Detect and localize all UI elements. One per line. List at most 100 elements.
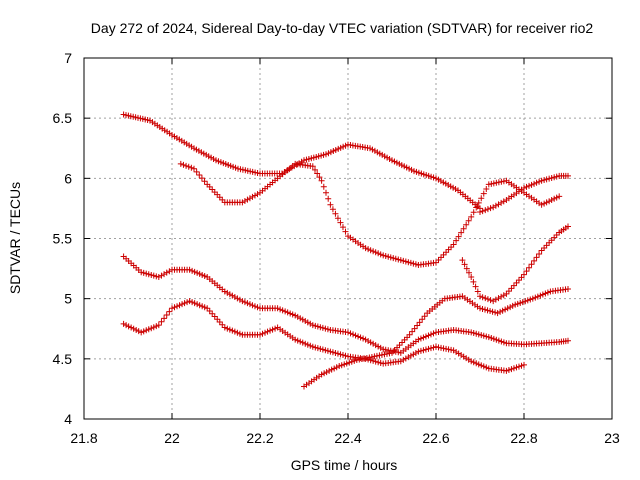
data-point [512, 301, 519, 308]
data-point [492, 296, 499, 303]
data-point [179, 301, 186, 308]
data-point [221, 288, 228, 295]
data-point [534, 293, 541, 300]
data-point [366, 354, 373, 361]
data-point [370, 248, 377, 255]
data-point [523, 183, 530, 190]
data-point [538, 177, 545, 184]
data-point [493, 336, 500, 343]
data-point [169, 305, 175, 312]
data-point [468, 274, 475, 281]
data-point [400, 257, 407, 264]
data-point [392, 255, 399, 262]
data-point [282, 308, 289, 315]
data-point [341, 361, 348, 368]
data-point [348, 358, 355, 365]
data-point [244, 300, 251, 307]
data-point [304, 319, 311, 326]
data-point [518, 362, 525, 369]
data-point [420, 347, 427, 354]
data-point [389, 349, 395, 356]
data-point [490, 298, 497, 305]
data-point [474, 288, 481, 295]
chart-title: Day 272 of 2024, Sidereal Day-to-day VTE… [91, 20, 594, 36]
data-point [515, 363, 522, 370]
data-point [375, 359, 382, 366]
data-point [458, 229, 465, 236]
data-point [332, 210, 339, 217]
data-point [177, 160, 184, 167]
data-point [478, 332, 485, 339]
data-point [502, 306, 509, 313]
x-tick-label: 21.8 [70, 430, 97, 446]
data-point [544, 289, 551, 296]
data-point [495, 295, 502, 302]
data-point [463, 221, 470, 228]
data-point [153, 273, 160, 280]
data-point [521, 361, 527, 368]
data-point [234, 329, 241, 336]
y-tick-label: 7 [64, 50, 72, 66]
y-axis: 4 4.5 5 5.5 6 6.5 7 [53, 50, 612, 427]
data-point [419, 316, 426, 323]
data-point [150, 272, 157, 279]
data-point [438, 254, 445, 261]
series-sat-c [477, 172, 571, 216]
data-point [477, 209, 483, 216]
data-point [183, 162, 190, 169]
data-point [367, 247, 374, 254]
data-point [249, 302, 256, 309]
data-point [331, 365, 338, 372]
data-point [546, 239, 553, 246]
data-point [194, 301, 201, 308]
data-point [133, 326, 140, 333]
data-point [435, 344, 442, 351]
data-point [484, 296, 491, 303]
data-point [412, 349, 419, 356]
data-point [186, 298, 193, 305]
data-point [517, 299, 524, 306]
data-point [206, 183, 213, 190]
data-point [396, 342, 403, 349]
y-tick-label: 5 [64, 291, 72, 307]
data-point [427, 331, 434, 338]
data-point [541, 200, 548, 207]
data-point [356, 356, 363, 363]
data-point [314, 345, 321, 352]
data-point [536, 178, 543, 185]
data-point [468, 213, 475, 220]
data-point [531, 180, 538, 187]
data-point [357, 334, 364, 341]
data-point [297, 338, 304, 345]
data-point [246, 301, 253, 308]
data-point [322, 325, 329, 332]
data-point [123, 322, 130, 329]
data-point [184, 299, 191, 306]
data-point [319, 324, 326, 331]
data-point [358, 356, 365, 363]
data-point [470, 330, 477, 337]
data-point [565, 286, 571, 293]
data-point [482, 207, 489, 214]
data-point [201, 304, 208, 311]
data-point [365, 337, 372, 344]
data-point [367, 357, 374, 364]
data-point [231, 328, 238, 335]
series-sat-g [459, 223, 571, 305]
data-point [425, 332, 432, 339]
data-point [323, 369, 330, 376]
data-point [373, 352, 380, 359]
data-point [503, 290, 510, 297]
data-point [479, 208, 486, 215]
data-point [254, 304, 261, 311]
data-point [299, 316, 306, 323]
data-point [548, 174, 555, 181]
data-point [148, 325, 155, 332]
data-point [505, 367, 512, 374]
data-point [553, 194, 560, 201]
data-point [455, 233, 462, 240]
data-point [524, 297, 531, 304]
data-point [145, 326, 152, 333]
data-point [500, 198, 507, 205]
data-point [488, 335, 495, 342]
